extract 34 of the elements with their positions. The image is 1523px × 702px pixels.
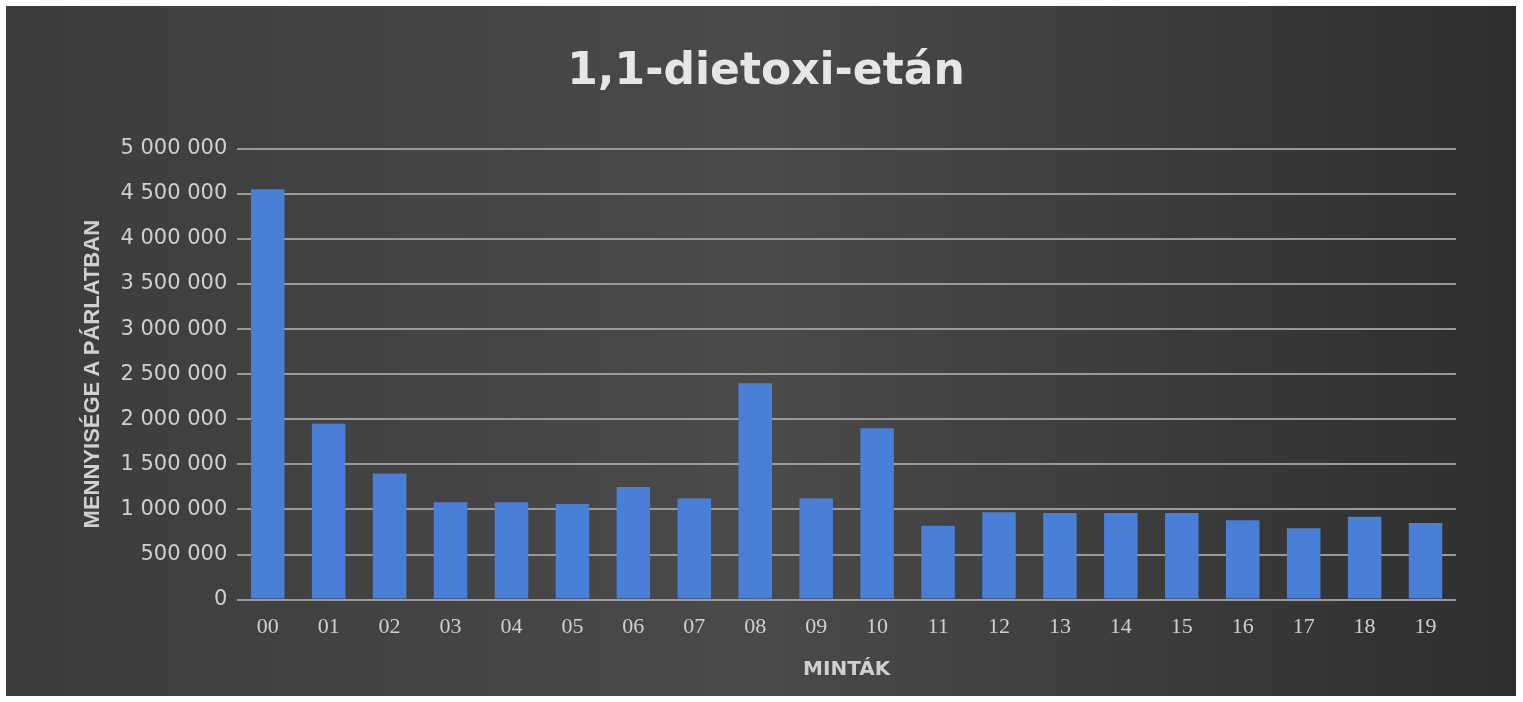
- y-axis-title: MENNYISÉGE A PÁRLATBAN: [79, 219, 105, 529]
- x-tick-label: 07: [683, 612, 706, 638]
- y-tick-label: 2 000 000: [120, 405, 228, 430]
- y-tick-label: 1 500 000: [120, 450, 228, 475]
- x-tick-label: 15: [1170, 612, 1193, 638]
- y-tick-label: 2 500 000: [120, 360, 228, 385]
- x-tick-label: 00: [256, 612, 279, 638]
- y-tick-label: 5 000 000: [120, 135, 228, 160]
- x-tick-label: 10: [866, 612, 889, 638]
- x-tick-label: 06: [622, 612, 645, 638]
- x-tick-label: 17: [1292, 612, 1315, 638]
- y-tick-label: 4 500 000: [120, 180, 228, 205]
- x-axis-title: MINTÁK: [803, 656, 892, 681]
- x-tick-label: 19: [1414, 612, 1437, 638]
- x-tick-label: 11: [927, 612, 949, 638]
- x-tick-label: 01: [317, 612, 340, 638]
- y-tick-label: 3 500 000: [120, 270, 228, 295]
- y-tick-label: 1 000 000: [120, 495, 228, 520]
- chart-title: 1,1-dietoxi-etán: [567, 42, 965, 94]
- x-tick-label: 13: [1048, 612, 1071, 638]
- x-tick-label: 08: [744, 612, 767, 638]
- x-tick-label: 16: [1231, 612, 1254, 638]
- x-tick-label: 09: [805, 612, 828, 638]
- x-tick-label: 02: [378, 612, 401, 638]
- y-tick-label: 4 000 000: [120, 225, 228, 250]
- y-tick-label: 500 000: [140, 540, 228, 565]
- x-tick-label: 05: [561, 612, 584, 638]
- y-tick-label: 3 000 000: [120, 315, 228, 340]
- x-tick-label: 14: [1109, 612, 1132, 638]
- x-tick-label: 12: [987, 612, 1010, 638]
- x-tick-label: 04: [500, 612, 523, 638]
- x-tick-label: 03: [439, 612, 462, 638]
- x-tick-label: 18: [1353, 612, 1376, 638]
- y-tick-label: 0: [213, 586, 228, 611]
